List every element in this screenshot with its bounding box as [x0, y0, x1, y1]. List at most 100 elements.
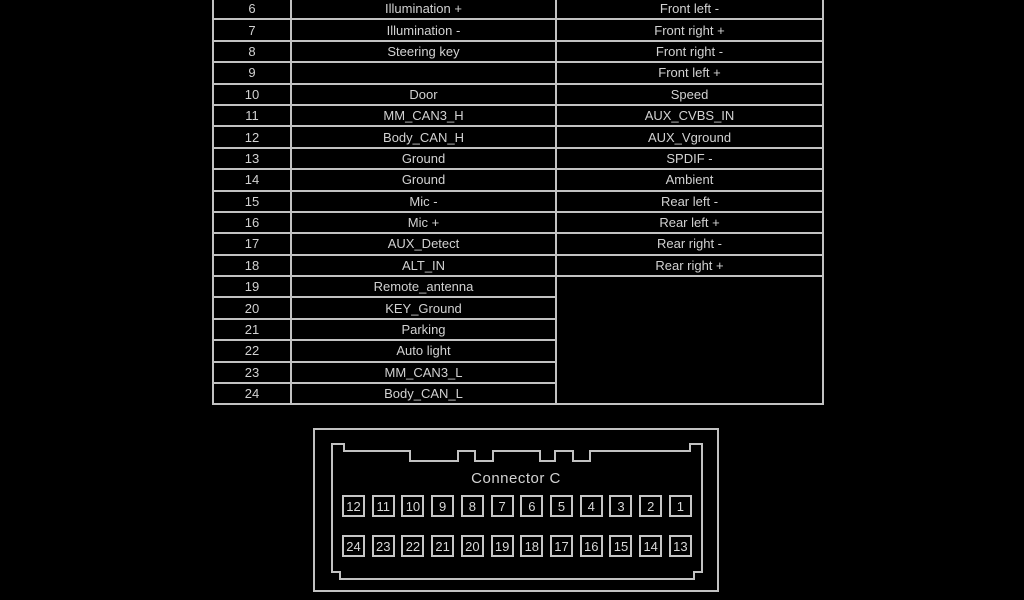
- pin-box: 23: [371, 535, 395, 557]
- channel-cell: AUX_Vground: [555, 125, 824, 149]
- channel-cell: Rear right +: [555, 253, 824, 278]
- pin-box: 24: [342, 535, 365, 557]
- signal-cell: MM_CAN3_H: [290, 103, 557, 128]
- pin-box: 7: [490, 495, 514, 517]
- pin-box: 9: [431, 495, 455, 517]
- signal-cell: AUX_Detect: [290, 232, 557, 256]
- pin-box: 20: [460, 535, 484, 557]
- signal-cell: KEY_Ground: [290, 296, 557, 320]
- signal-cell: Body_CAN_L: [290, 382, 557, 406]
- table-row: 21 Parking: [212, 317, 823, 342]
- pin-cell: 24: [212, 382, 292, 406]
- signal-cell: [290, 61, 557, 85]
- table-row: 24 Body_CAN_L: [212, 382, 823, 406]
- table-row: 10 Door Speed: [212, 82, 824, 106]
- pin-cell: 16: [212, 210, 292, 235]
- pin-cell: 22: [212, 339, 292, 363]
- pin-box: 22: [401, 535, 425, 557]
- channel-cell: Rear left +: [555, 210, 824, 235]
- pin-box: 10: [401, 495, 425, 517]
- pin-cell: 23: [212, 360, 292, 385]
- pin-box: 6: [520, 495, 544, 517]
- table-row: 13 Ground SPDIF -: [212, 146, 824, 171]
- pin-cell: 11: [212, 103, 292, 128]
- pin-cell: 17: [212, 232, 292, 256]
- table-row: 22 Auto light: [212, 339, 823, 363]
- channel-cell: Rear left -: [555, 189, 824, 213]
- signal-cell: Mic +: [290, 210, 557, 235]
- pin-box: 11: [371, 495, 395, 517]
- signal-cell: Ground: [290, 146, 557, 171]
- table-row: 23 MM_CAN3_L: [212, 360, 823, 385]
- pin-cell: 7: [212, 18, 292, 42]
- pin-cell: 9: [212, 61, 292, 85]
- pin-box: 16: [579, 535, 603, 557]
- pin-box: 13: [668, 535, 692, 557]
- pin-box: 14: [639, 535, 663, 557]
- channel-cell: Ambient: [555, 168, 824, 192]
- signal-cell: Remote_antenna: [290, 275, 557, 299]
- signal-cell: Illumination -: [290, 18, 557, 42]
- table-row: 12 Body_CAN_H AUX_Vground: [212, 125, 824, 149]
- table-row: 20 KEY_Ground: [212, 296, 823, 320]
- pin-cell: 21: [212, 317, 292, 342]
- pin-cell: 20: [212, 296, 292, 320]
- signal-cell: Auto light: [290, 339, 557, 363]
- pin-box: 15: [609, 535, 633, 557]
- pin-cell: 13: [212, 146, 292, 171]
- table-row: 9 Front left +: [212, 61, 824, 85]
- table-row: 8 Steering key Front right -: [212, 39, 824, 64]
- pin-box: 21: [431, 535, 455, 557]
- pin-cell: 15: [212, 189, 292, 213]
- connector-label: Connector C: [471, 470, 561, 487]
- pin-cell: 12: [212, 125, 292, 149]
- pinout-table: 6 Illumination + Front left - 7 Illumina…: [212, 0, 824, 406]
- channel-cell: Speed: [555, 82, 824, 106]
- signal-cell: Mic -: [290, 189, 557, 213]
- pin-cell: 6: [212, 0, 292, 21]
- channel-cell: Rear right -: [555, 232, 824, 256]
- connector-housing-outline: [331, 443, 703, 580]
- pin-box: 3: [609, 495, 633, 517]
- pin-box: 19: [490, 535, 514, 557]
- connector-pin-row-top: 12 11 10 9 8 7 6 5 4 3 2 1: [342, 495, 692, 517]
- connector-diagram: Connector C 12 11 10 9 8 7 6 5 4 3 2 1 2…: [313, 428, 719, 592]
- signal-cell: Door: [290, 82, 557, 106]
- table-row: 7 Illumination - Front right +: [212, 18, 824, 42]
- table-row: 18 ALT_IN Rear right +: [212, 253, 824, 278]
- table-row: 6 Illumination + Front left -: [212, 0, 824, 21]
- pin-cell: 14: [212, 168, 292, 192]
- table-row: 15 Mic - Rear left -: [212, 189, 824, 213]
- pin-box: 8: [460, 495, 484, 517]
- channel-cell-merged: [555, 275, 824, 406]
- signal-cell: ALT_IN: [290, 253, 557, 278]
- signal-cell: Ground: [290, 168, 557, 192]
- signal-cell: Illumination +: [290, 0, 557, 21]
- pin-cell: 8: [212, 39, 292, 64]
- pin-box: 12: [342, 495, 365, 517]
- table-row: 11 MM_CAN3_H AUX_CVBS_IN: [212, 103, 824, 128]
- pin-box: 17: [550, 535, 574, 557]
- pin-box: 1: [668, 495, 692, 517]
- pin-box: 2: [639, 495, 663, 517]
- pin-box: 4: [579, 495, 603, 517]
- pin-box: 18: [520, 535, 544, 557]
- table-row: 14 Ground Ambient: [212, 168, 824, 192]
- channel-cell: AUX_CVBS_IN: [555, 103, 824, 128]
- channel-cell: Front left +: [555, 61, 824, 85]
- pin-cell: 18: [212, 253, 292, 278]
- channel-cell: Front right -: [555, 39, 824, 64]
- table-row: 19 Remote_antenna: [212, 275, 824, 406]
- table-row: 17 AUX_Detect Rear right -: [212, 232, 824, 256]
- channel-cell: Front right +: [555, 18, 824, 42]
- pin-cell: 10: [212, 82, 292, 106]
- pin-cell: 19: [212, 275, 292, 299]
- signal-cell: MM_CAN3_L: [290, 360, 557, 385]
- signal-cell: Body_CAN_H: [290, 125, 557, 149]
- connector-pin-row-bottom: 24 23 22 21 20 19 18 17 16 15 14 13: [342, 535, 692, 557]
- signal-cell: Parking: [290, 317, 557, 342]
- table-row: 16 Mic + Rear left +: [212, 210, 824, 235]
- signal-cell: Steering key: [290, 39, 557, 64]
- channel-cell: SPDIF -: [555, 146, 824, 171]
